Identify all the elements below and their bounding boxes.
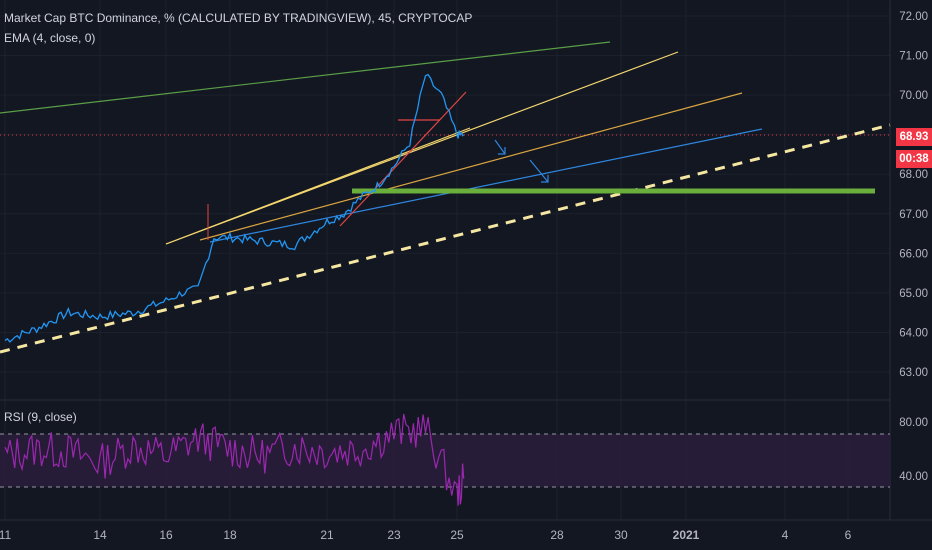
bar-countdown-badge: 00:38 (896, 150, 932, 168)
last-price-badge: 68.93 (896, 128, 932, 146)
price-axis-labels: 72.0071.0070.0069.0068.0067.0066.0065.00… (899, 11, 928, 379)
rsi-axis-labels: 80.00 40.00 (899, 417, 928, 483)
chart-grid (0, 519, 932, 521)
time-tick-label: 14 (93, 528, 107, 542)
price-tick-label: 65.00 (899, 288, 928, 300)
drawing-layer[interactable] (0, 41, 891, 354)
price-tick-label: 70.00 (899, 90, 928, 102)
red-trendline (339, 91, 467, 227)
time-tick-label: 18 (223, 528, 237, 542)
price-tick-label: 67.00 (899, 209, 928, 221)
rsi-tick-label: 40.00 (899, 471, 928, 483)
rsi-legend[interactable]: RSI (9, close) (4, 410, 77, 424)
time-axis-labels: 11 14 16 18 21 23 25 28 30 2021 4 6 (0, 528, 852, 542)
rsi-series (4, 413, 465, 506)
time-tick-label: 25 (450, 528, 464, 542)
orange-trendline (199, 92, 743, 241)
dashed-support-trendline (0, 123, 891, 354)
price-tick-label: 68.00 (899, 169, 928, 181)
time-tick-label: 4 (782, 528, 789, 542)
rsi-line (4, 413, 465, 506)
blue-trendline (209, 128, 763, 243)
price-tick-label: 64.00 (899, 327, 928, 339)
time-tick-label: 30 (614, 528, 628, 542)
time-tick-label: 16 (159, 528, 173, 542)
arrow-icon (529, 159, 549, 183)
price-tick-label: 72.00 (899, 11, 928, 23)
ema-legend[interactable]: EMA (4, close, 0) (4, 31, 96, 45)
time-tick-label: 21 (320, 528, 334, 542)
yellow-trendline-lower (165, 127, 471, 245)
price-series (4, 73, 465, 343)
upper-green-trendline (0, 41, 611, 114)
time-tick-label: 6 (845, 528, 852, 542)
time-tick-label: 11 (0, 528, 12, 542)
time-tick-label: 2021 (673, 528, 700, 542)
time-tick-label: 28 (550, 528, 564, 542)
price-tick-label: 66.00 (899, 248, 928, 260)
rsi-tick-label: 80.00 (899, 417, 928, 429)
price-line (4, 73, 465, 343)
arrow-icon (494, 139, 506, 155)
time-tick-label: 23 (387, 528, 401, 542)
price-tick-label: 63.00 (899, 367, 928, 379)
price-tick-label: 71.00 (899, 51, 928, 63)
chart-title-legend[interactable]: Market Cap BTC Dominance, % (CALCULATED … (4, 11, 473, 25)
